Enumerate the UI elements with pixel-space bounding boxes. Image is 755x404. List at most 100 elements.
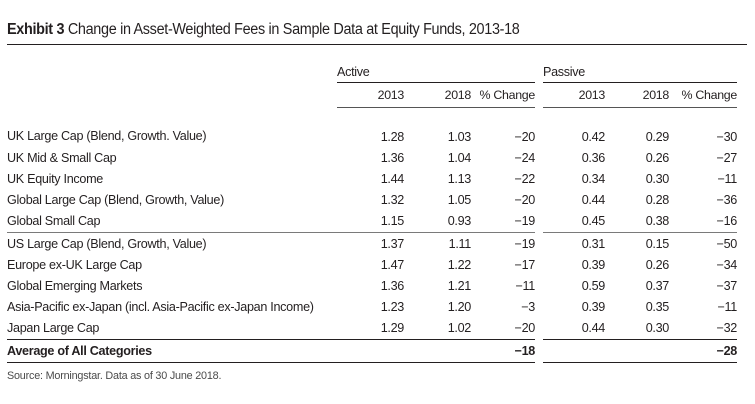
table-row: UK Equity Income 1.44 1.13 −22 0.34 0.30…: [7, 168, 737, 189]
passive-change-cell: −36: [716, 193, 738, 208]
passive-2018-cell: 0.30: [645, 171, 670, 186]
row-category: Asia-Pacific ex-Japan (incl. Asia-Pacifi…: [7, 300, 314, 315]
row-category: Europe ex-UK Large Cap: [7, 257, 142, 272]
row-gap: [535, 232, 543, 254]
passive-2013-cell: 0.39: [581, 300, 606, 315]
active-2013-cell: 1.36: [380, 278, 405, 293]
column-header-blank: [7, 83, 337, 108]
active-change-cell: −20: [514, 193, 536, 208]
row-category: Global Large Cap (Blend, Growth, Value): [7, 193, 224, 208]
passive-2018-cell: 0.30: [645, 321, 670, 336]
active-2018-cell: 1.22: [447, 257, 472, 272]
row-category: UK Equity Income: [7, 171, 103, 186]
active-2013-cell: 1.44: [380, 171, 405, 186]
active-2018-cell: 1.04: [447, 150, 472, 165]
row-gap: [535, 168, 543, 189]
average-active-2013: [337, 338, 404, 363]
table-row: Asia-Pacific ex-Japan (incl. Asia-Pacifi…: [7, 297, 737, 318]
table-row: Europe ex-UK Large Cap 1.47 1.22 −17 0.3…: [7, 254, 737, 275]
passive-2013-cell: 0.59: [581, 278, 606, 293]
fees-table: Active Passive 2013 2018 % Change 2013 2…: [7, 62, 737, 363]
row-category: Global Small Cap: [7, 210, 337, 233]
average-row: Average of All Categories −18 −28: [7, 338, 737, 363]
passive-2013-cell: 0.39: [581, 257, 606, 272]
row-gap: [535, 108, 543, 148]
active-2013-cell: 1.32: [380, 193, 405, 208]
title-rule: [7, 44, 747, 45]
table-row: Global Large Cap (Blend, Growth, Value) …: [7, 190, 737, 211]
passive-2013-header: 2013: [543, 82, 605, 108]
row-category: UK Mid & Small Cap: [7, 150, 117, 165]
average-active-change: −18: [471, 338, 535, 363]
passive-group-header: Passive: [543, 62, 737, 83]
table-row: Global Small Cap 1.15 0.93 −19 0.45 0.38…: [7, 210, 737, 233]
passive-2018-header: 2018: [605, 82, 669, 108]
active-change-cell: −22: [514, 171, 536, 186]
passive-change-cell: −37: [716, 278, 738, 293]
passive-2018-cell: 0.35: [645, 300, 670, 315]
passive-2013-cell: 0.42: [581, 129, 606, 144]
passive-change-cell: −34: [716, 257, 738, 272]
active-2018-cell: 1.20: [447, 300, 472, 315]
table-row: Global Emerging Markets 1.36 1.21 −11 0.…: [7, 275, 737, 296]
average-gap: [535, 339, 543, 362]
passive-2013-cell: 0.31: [581, 236, 606, 251]
active-2013-cell: 1.36: [380, 150, 405, 165]
row-category: UK Large Cap (Blend, Growth. Value): [7, 129, 207, 144]
row-category: US Large Cap (Blend, Growth, Value): [7, 236, 207, 251]
row-gap: [535, 190, 543, 211]
passive-2013-cell: 0.44: [581, 193, 606, 208]
active-2018-cell: 1.13: [447, 171, 472, 186]
table-row: UK Large Cap (Blend, Growth. Value) 1.28…: [7, 108, 737, 148]
active-2018-cell: 1.11: [448, 236, 472, 251]
row-gap: [535, 147, 543, 168]
active-change-cell: −17: [514, 257, 536, 272]
active-change-cell: −3: [521, 300, 535, 315]
average-label: Average of All Categories: [7, 338, 337, 363]
active-2018-header: 2018: [404, 82, 471, 108]
passive-change-header: % Change: [669, 82, 737, 108]
passive-change-cell: −32: [716, 321, 738, 336]
active-2013-cell: 1.29: [380, 321, 405, 336]
passive-2018-cell: 0.29: [645, 129, 670, 144]
row-gap: [535, 275, 543, 296]
row-gap: [535, 211, 543, 233]
active-change-cell: −19: [514, 236, 536, 251]
average-passive-change: −28: [669, 338, 737, 363]
active-2013-cell: 1.47: [380, 257, 405, 272]
active-2018-cell: 1.21: [447, 278, 472, 293]
row-category: Japan Large Cap: [7, 321, 100, 336]
passive-change-cell: −27: [716, 150, 738, 165]
column-gap: [535, 83, 543, 108]
passive-change-cell: −16: [669, 210, 737, 233]
row-gap: [535, 254, 543, 275]
average-passive-2018: [605, 338, 669, 363]
passive-2013-cell: 0.36: [581, 150, 606, 165]
exhibit-title: Exhibit 3 Change in Asset-Weighted Fees …: [7, 20, 696, 40]
active-2018-cell: 1.05: [447, 193, 472, 208]
passive-2018-cell: 0.26: [645, 257, 670, 272]
active-2013-cell: 1.23: [380, 300, 405, 315]
active-change-cell: −20: [514, 321, 536, 336]
active-group-header: Active: [337, 62, 535, 83]
average-active-2018: [404, 338, 471, 363]
active-2013-cell: 1.37: [380, 236, 405, 251]
group-header-row: Active Passive: [7, 62, 737, 83]
passive-change-cell: −30: [716, 129, 738, 144]
passive-2018-cell: 0.37: [645, 278, 670, 293]
active-change-cell: −20: [514, 129, 536, 144]
active-2018-cell: 1.02: [447, 321, 472, 336]
passive-2018-cell: 0.15: [645, 236, 670, 251]
passive-2013-cell: 0.44: [581, 321, 606, 336]
column-header-row: 2013 2018 % Change 2013 2018 % Change: [7, 82, 737, 108]
table-row: US Large Cap (Blend, Growth, Value) 1.37…: [7, 232, 737, 254]
active-change-cell: −19: [471, 210, 535, 233]
row-gap: [535, 318, 543, 340]
active-2018-cell: 0.93: [404, 210, 471, 233]
row-gap: [535, 297, 543, 318]
exhibit-label: Exhibit 3: [7, 21, 65, 38]
passive-change-cell: −50: [716, 236, 738, 251]
active-2013-cell: 1.15: [337, 210, 404, 233]
active-change-cell: −24: [514, 150, 536, 165]
